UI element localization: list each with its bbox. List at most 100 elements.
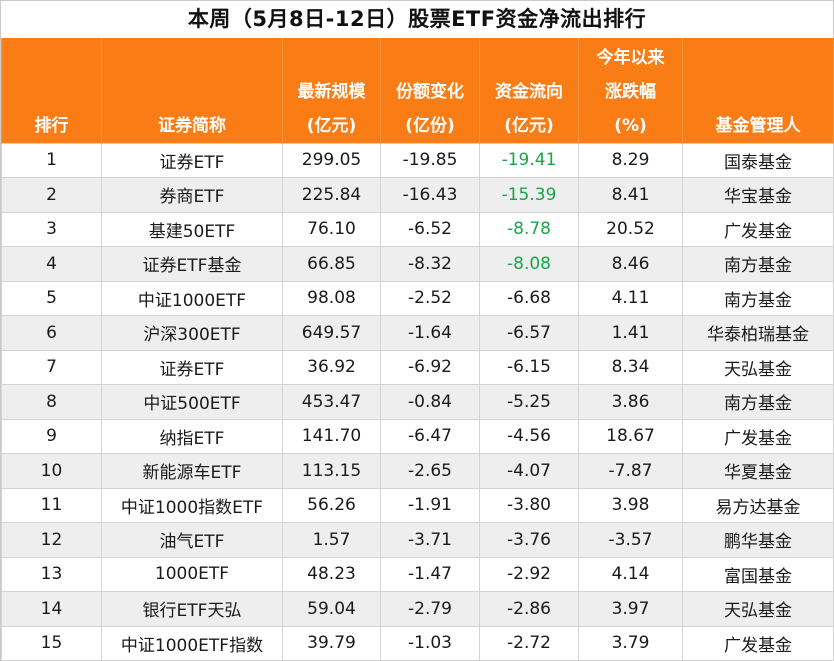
header-label: 今年以来 bbox=[596, 47, 665, 68]
cell-share: -1.47 bbox=[380, 556, 480, 592]
cell-rank: 14 bbox=[1, 591, 102, 627]
cell-share: -19.85 bbox=[380, 142, 480, 178]
cell-flow: -8.08 bbox=[479, 246, 579, 282]
cell-ytd: -7.87 bbox=[578, 453, 683, 489]
cell-rank: 1 bbox=[1, 142, 102, 178]
cell-manager: 天弘基金 bbox=[682, 591, 834, 627]
table-row: 15 中证1000ETF指数 39.79 -1.03 -2.72 3.79 广发基金 bbox=[1, 625, 834, 661]
cell-flow: -4.07 bbox=[479, 453, 579, 489]
header-label: 排行 bbox=[34, 115, 69, 136]
cell-name: 中证1000ETF bbox=[101, 280, 283, 316]
cell-ytd: 8.29 bbox=[578, 142, 683, 178]
cell-share: -3.71 bbox=[380, 522, 480, 558]
cell-ytd: 18.67 bbox=[578, 418, 683, 454]
cell-scale: 1.57 bbox=[282, 522, 381, 558]
header-label: 最新规模 bbox=[297, 81, 366, 102]
cell-manager: 南方基金 bbox=[682, 280, 834, 316]
cell-share: -0.84 bbox=[380, 384, 480, 420]
cell-flow: -19.41 bbox=[479, 142, 579, 178]
cell-scale: 299.05 bbox=[282, 142, 381, 178]
cell-rank: 8 bbox=[1, 384, 102, 420]
cell-scale: 98.08 bbox=[282, 280, 381, 316]
cell-name: 中证1000ETF指数 bbox=[101, 625, 283, 661]
column-header-scale: 最新规模 (亿元) bbox=[282, 38, 381, 143]
cell-manager: 华泰柏瑞基金 bbox=[682, 315, 834, 351]
cell-flow: -2.86 bbox=[479, 591, 579, 627]
cell-rank: 9 bbox=[1, 418, 102, 454]
cell-share: -6.52 bbox=[380, 211, 480, 247]
cell-rank: 5 bbox=[1, 280, 102, 316]
cell-name: 油气ETF bbox=[101, 522, 283, 558]
cell-scale: 66.85 bbox=[282, 246, 381, 282]
cell-manager: 鹏华基金 bbox=[682, 522, 834, 558]
cell-scale: 76.10 bbox=[282, 211, 381, 247]
column-header-flow: 资金流向 (亿元) bbox=[479, 38, 579, 143]
table-row: 11 中证1000指数ETF 56.26 -1.91 -3.80 3.98 易方达基金 bbox=[1, 487, 834, 523]
cell-manager: 广发基金 bbox=[682, 418, 834, 454]
header-label: 证券简称 bbox=[158, 115, 226, 136]
cell-share: -6.47 bbox=[380, 418, 480, 454]
cell-manager: 易方达基金 bbox=[682, 487, 834, 523]
cell-manager: 南方基金 bbox=[682, 246, 834, 282]
cell-flow: -6.68 bbox=[479, 280, 579, 316]
table-row: 9 纳指ETF 141.70 -6.47 -4.56 18.67 广发基金 bbox=[1, 418, 834, 454]
cell-share: -6.92 bbox=[380, 349, 480, 385]
cell-ytd: 4.14 bbox=[578, 556, 683, 592]
column-header-share: 份额变化 (亿份) bbox=[380, 38, 480, 143]
table-row: 13 1000ETF 48.23 -1.47 -2.92 4.14 富国基金 bbox=[1, 556, 834, 592]
cell-flow: -3.80 bbox=[479, 487, 579, 523]
cell-flow: -3.76 bbox=[479, 522, 579, 558]
cell-share: -2.79 bbox=[380, 591, 480, 627]
cell-scale: 39.79 bbox=[282, 625, 381, 661]
header-label: 基金管理人 bbox=[715, 115, 801, 136]
header-row: 排行 证券简称 最新规模 (亿元) 份额变化 (亿份) 资金流向 (亿元) 今年以来 涨跌幅 (%)… bbox=[1, 38, 834, 143]
cell-flow: -8.78 bbox=[479, 211, 579, 247]
cell-manager: 国泰基金 bbox=[682, 142, 834, 178]
header-label: 资金流向 bbox=[495, 81, 563, 102]
cell-name: 券商ETF bbox=[101, 177, 283, 213]
cell-share: -8.32 bbox=[380, 246, 480, 282]
cell-share: -1.03 bbox=[380, 625, 480, 661]
cell-ytd: 20.52 bbox=[578, 211, 683, 247]
cell-manager: 华夏基金 bbox=[682, 453, 834, 489]
cell-manager: 华宝基金 bbox=[682, 177, 834, 213]
cell-scale: 225.84 bbox=[282, 177, 381, 213]
cell-name: 证券ETF bbox=[101, 349, 283, 385]
cell-ytd: 3.86 bbox=[578, 384, 683, 420]
cell-rank: 12 bbox=[1, 522, 102, 558]
header-label: 份额变化 bbox=[396, 81, 464, 102]
cell-rank: 6 bbox=[1, 315, 102, 351]
table-title: 本周（5月8日-12日）股票ETF资金净流出排行 bbox=[187, 7, 647, 31]
cell-flow: -15.39 bbox=[479, 177, 579, 213]
table-row: 5 中证1000ETF 98.08 -2.52 -6.68 4.11 南方基金 bbox=[1, 280, 834, 316]
cell-manager: 南方基金 bbox=[682, 384, 834, 420]
table-row: 1 证券ETF 299.05 -19.85 -19.41 8.29 国泰基金 bbox=[1, 142, 834, 178]
cell-rank: 4 bbox=[1, 246, 102, 282]
column-header-name: 证券简称 bbox=[101, 38, 283, 143]
cell-flow: -4.56 bbox=[479, 418, 579, 454]
table-row: 4 证券ETF基金 66.85 -8.32 -8.08 8.46 南方基金 bbox=[1, 246, 834, 282]
header-label: (亿元) bbox=[306, 115, 357, 136]
table-row: 2 券商ETF 225.84 -16.43 -15.39 8.41 华宝基金 bbox=[1, 177, 834, 213]
etf-outflow-table: 排行 证券简称 最新规模 (亿元) 份额变化 (亿份) 资金流向 (亿元) 今年以来 涨跌幅 (%)… bbox=[1, 38, 834, 661]
cell-ytd: 3.97 bbox=[578, 591, 683, 627]
cell-name: 证券ETF基金 bbox=[101, 246, 283, 282]
cell-rank: 2 bbox=[1, 177, 102, 213]
cell-scale: 59.04 bbox=[282, 591, 381, 627]
cell-name: 沪深300ETF bbox=[101, 315, 283, 351]
cell-share: -2.65 bbox=[380, 453, 480, 489]
cell-scale: 113.15 bbox=[282, 453, 381, 489]
cell-scale: 48.23 bbox=[282, 556, 381, 592]
cell-manager: 广发基金 bbox=[682, 625, 834, 661]
cell-scale: 649.57 bbox=[282, 315, 381, 351]
column-header-manager: 基金管理人 bbox=[682, 38, 834, 143]
cell-ytd: 8.34 bbox=[578, 349, 683, 385]
cell-rank: 15 bbox=[1, 625, 102, 661]
cell-share: -16.43 bbox=[380, 177, 480, 213]
table-row: 7 证券ETF 36.92 -6.92 -6.15 8.34 天弘基金 bbox=[1, 349, 834, 385]
table-body: 1 证券ETF 299.05 -19.85 -19.41 8.29 国泰基金 2 券商ETF 22… bbox=[1, 142, 834, 661]
cell-name: 中证1000指数ETF bbox=[101, 487, 283, 523]
cell-ytd: -3.57 bbox=[578, 522, 683, 558]
cell-ytd: 1.41 bbox=[578, 315, 683, 351]
